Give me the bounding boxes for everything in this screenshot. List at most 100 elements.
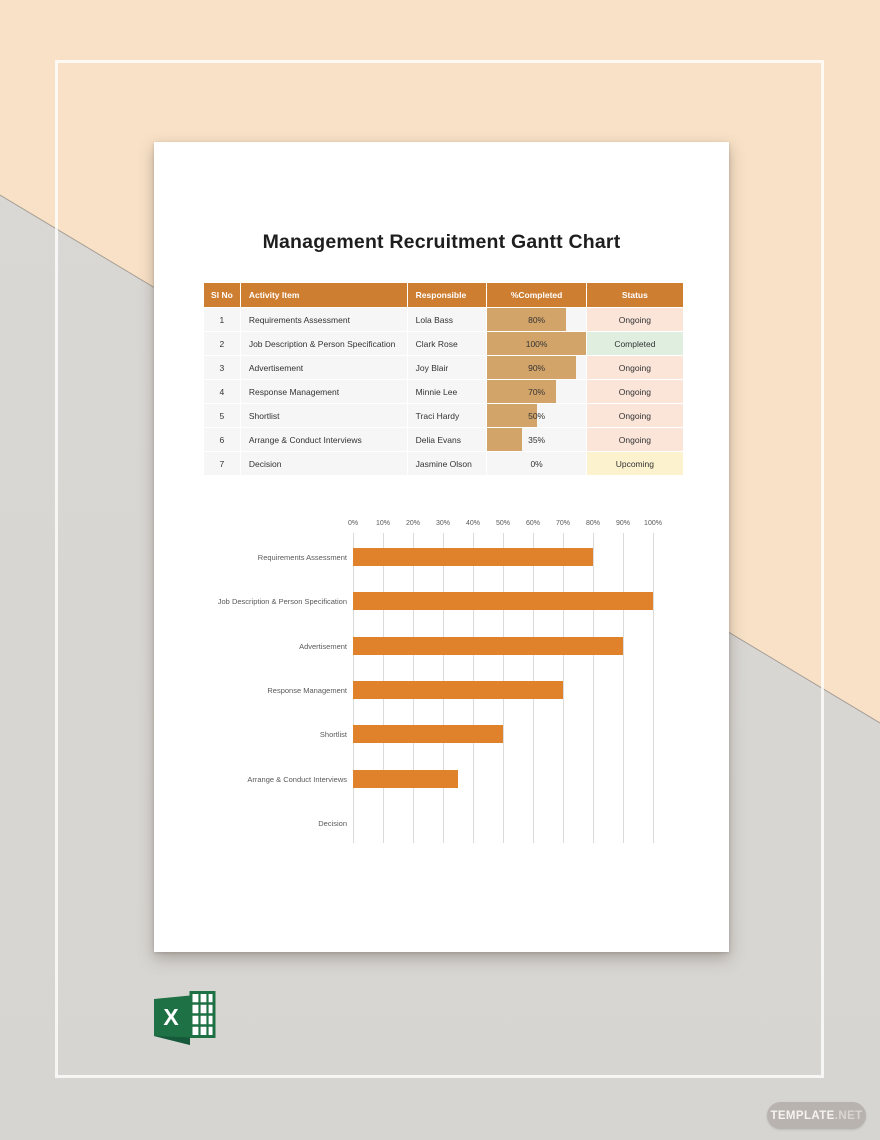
chart-category-label: Response Management	[267, 686, 347, 695]
chart-bar-arrange-conduct-interviews	[353, 769, 458, 788]
cell-activity-item: Response Management	[240, 380, 407, 403]
x-axis-tick-label: 90%	[615, 520, 631, 527]
progress-label: 50%	[528, 410, 546, 421]
chart-bar-requirements-assessment	[353, 548, 593, 567]
progress-fill	[487, 308, 567, 331]
x-axis-tick-label: 0%	[347, 520, 359, 527]
progress-label: 90%	[528, 362, 546, 373]
x-axis-tick-label: 80%	[585, 520, 601, 527]
chart-bar-advertisement	[353, 636, 623, 655]
cell-responsible: Lola Bass	[407, 308, 487, 331]
cell-activity-item: Decision	[240, 452, 407, 475]
chart-category-label: Shortlist	[319, 730, 347, 740]
x-axis-tick-label: 60%	[525, 520, 541, 527]
chart-category-label: Job Description & Person Specification	[217, 597, 347, 607]
cell-status status-badge: Ongoing	[586, 404, 683, 427]
gantt-chart: 0% 10% 20% 30% 40% 50% 60% 70% 80% 90% 100% Requir…	[154, 518, 729, 858]
progress-fill	[487, 356, 576, 379]
cell-completed-progress: 70%	[487, 380, 586, 403]
table-row: 6 Arrange & Conduct Interviews Delia Evans…	[204, 428, 683, 451]
cell-responsible: Jasmine Olson	[407, 452, 487, 475]
chart-category-label: Decision	[318, 818, 347, 828]
watermark-text-light: .NET	[834, 1109, 863, 1122]
table-row: 7 Decision Jasmine Olson 0% Upcoming	[204, 452, 683, 475]
cell-status status-badge: Ongoing	[586, 356, 683, 379]
x-axis-tick-label: 50%	[495, 520, 511, 527]
chart-gridline	[593, 533, 594, 843]
cell-activity-item: Requirements Assessment	[240, 308, 407, 331]
cell-completed-progress: 0%	[487, 452, 586, 475]
cell-sl-no: 7	[204, 452, 240, 475]
chart-bar-job-description-person-specification	[353, 592, 653, 611]
chart-bar-response-management	[353, 681, 563, 699]
chart-gridline	[563, 533, 564, 843]
cell-activity-item: Job Description & Person Specification	[240, 332, 407, 355]
cell-responsible: Delia Evans	[407, 428, 487, 451]
x-axis-tick-label: 70%	[555, 520, 571, 527]
gantt-chart-plot: 0% 10% 20% 30% 40% 50% 60% 70% 80% 90% 100%	[348, 520, 662, 843]
chart-gridline	[653, 533, 654, 843]
progress-label: 80%	[528, 314, 546, 325]
cell-activity-item: Advertisement	[240, 356, 407, 379]
table-row: 4 Response Management Minnie Lee 70% Ongoing	[204, 380, 683, 403]
progress-label: 100%	[525, 338, 548, 349]
column-header-sl-no: Sl No	[204, 283, 240, 307]
table-row: 2 Job Description & Person Specification C…	[204, 332, 683, 355]
cell-sl-no: 1	[204, 308, 240, 331]
cell-responsible: Joy Blair	[407, 356, 487, 379]
progress-label: 0%	[530, 458, 543, 469]
table-row: 5 Shortlist Traci Hardy 50% Ongoing	[204, 404, 683, 427]
table-row: 1 Requirements Assessment Lola Bass 80% Ongo…	[204, 308, 683, 331]
cell-completed-progress: 35%	[487, 428, 586, 451]
cell-completed-progress: 50%	[487, 404, 586, 427]
cell-sl-no: 2	[204, 332, 240, 355]
progress-label: 35%	[528, 434, 546, 445]
page-title: Management Recruitment Gantt Chart	[262, 231, 621, 253]
cell-sl-no: 6	[204, 428, 240, 451]
cell-status status-badge: Ongoing	[586, 308, 683, 331]
chart-category-label: Requirements Assessment	[257, 553, 347, 563]
progress-fill	[487, 380, 557, 403]
cell-activity-item: Shortlist	[240, 404, 407, 427]
cell-completed-progress: 100%	[487, 332, 586, 355]
progress-label: 70%	[528, 386, 546, 397]
column-header-responsible: Responsible	[407, 283, 487, 307]
watermark-text-bold: TEMPLATE	[770, 1109, 835, 1122]
cell-responsible: Traci Hardy	[407, 404, 487, 427]
gantt-table-header-row: Sl No Activity Item Responsible %Completed S…	[204, 283, 683, 307]
progress-fill	[487, 428, 522, 451]
cell-responsible: Clark Rose	[407, 332, 487, 355]
cell-status status-badge: Completed	[586, 332, 683, 355]
cell-sl-no: 5	[204, 404, 240, 427]
cell-status status-badge: Ongoing	[586, 380, 683, 403]
excel-icon: X	[154, 991, 216, 1045]
x-axis-tick-label: 40%	[465, 520, 481, 527]
chart-category-label: Advertisement	[299, 641, 347, 651]
chart-bar-shortlist	[353, 725, 503, 744]
table-row: 3 Advertisement Joy Blair 90% Ongoing	[204, 356, 683, 379]
x-axis-tick-label: 10%	[375, 520, 391, 527]
gantt-table-body: 1 Requirements Assessment Lola Bass 80% Ongo…	[204, 308, 683, 475]
template-net-badge: TEMPLATE .NET	[767, 1102, 866, 1129]
x-axis-tick-label: 100%	[644, 520, 662, 527]
chart-gridline	[623, 533, 624, 843]
svg-text:X: X	[163, 1004, 179, 1030]
cell-completed-progress: 90%	[487, 356, 586, 379]
x-axis-tick-label: 30%	[435, 520, 451, 527]
x-axis-tick-label: 20%	[405, 520, 421, 527]
document-page: Management Recruitment Gantt Chart Sl No…	[154, 142, 729, 952]
progress-fill	[487, 404, 537, 427]
cell-sl-no: 4	[204, 380, 240, 403]
cell-status status-badge: Upcoming	[586, 452, 683, 475]
cell-activity-item: Arrange & Conduct Interviews	[240, 428, 407, 451]
progress-fill	[487, 332, 586, 355]
cell-sl-no: 3	[204, 356, 240, 379]
gantt-table: Sl No Activity Item Responsible %Completed S…	[203, 282, 684, 476]
cell-status status-badge: Ongoing	[586, 428, 683, 451]
column-header--completed: %Completed	[487, 283, 586, 307]
cell-responsible: Minnie Lee	[407, 380, 487, 403]
column-header-activity-item: Activity Item	[240, 283, 407, 307]
cell-completed-progress: 80%	[487, 308, 586, 331]
column-header-status: Status	[586, 283, 683, 307]
